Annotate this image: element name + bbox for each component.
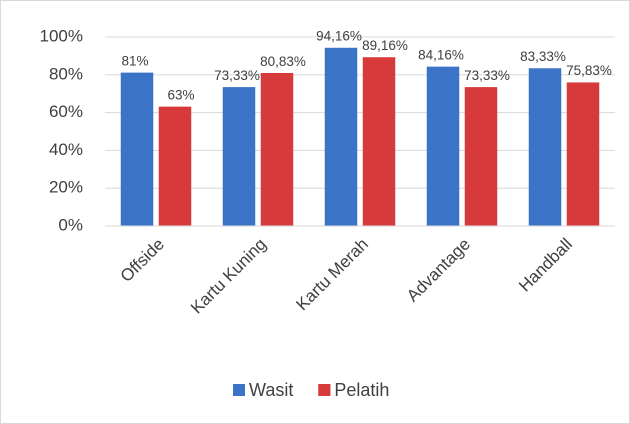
value-label: 73,33% [464,68,510,83]
bar-shade [120,72,154,227]
y-tick-label: 0% [58,215,83,234]
bar-shade [426,66,460,227]
y-tick-label: 60% [49,102,83,121]
y-tick-label: 20% [49,178,83,197]
legend-swatch-shade [233,384,245,396]
legend-swatch-shade [318,384,331,396]
y-tick-label: 100% [40,26,83,45]
value-label: 81% [121,53,148,68]
legend-label: Pelatih [334,380,389,400]
bar-shade [260,72,294,227]
y-tick-label: 80% [49,64,83,83]
value-label: 80,83% [260,54,306,69]
y-tick-label: 40% [49,140,83,159]
value-label: 84,16% [418,48,464,63]
bar-shade [566,82,600,227]
value-label: 73,33% [214,68,260,83]
value-label: 63% [167,87,194,102]
legend-label: Wasit [249,380,293,400]
bar-shade [324,47,358,227]
bar-shade [362,57,396,227]
bar-shade [464,87,498,227]
value-label: 89,16% [362,38,408,53]
bar-shade [222,87,256,227]
bar-shade [528,68,562,227]
value-label: 94,16% [316,29,362,44]
bar-shade [158,106,192,227]
value-label: 75,83% [566,63,612,78]
value-label: 83,33% [520,49,566,64]
